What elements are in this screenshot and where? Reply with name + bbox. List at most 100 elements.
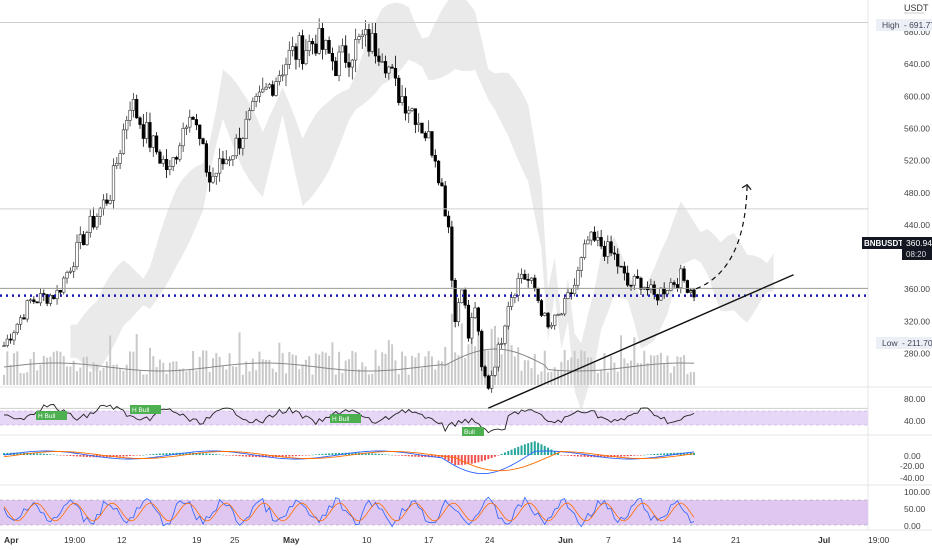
- candle-down: [32, 299, 36, 303]
- ascending-trendline[interactable]: [488, 274, 794, 409]
- candle-down: [466, 304, 471, 339]
- macd-hist-bar: [251, 455, 254, 457]
- candle-down: [430, 131, 434, 156]
- time-axis[interactable]: Apr 19:00 12 19 25 May 10 17 24 Jun 7 14 21 Jul 19:00: [4, 535, 890, 545]
- candle-up: [573, 284, 577, 294]
- macd-hist-bar: [560, 455, 563, 456]
- volume-bar: [251, 358, 254, 385]
- candle-down: [141, 124, 145, 139]
- macd-hist-bar: [265, 455, 268, 458]
- candle-down: [310, 41, 315, 45]
- candle-down: [592, 231, 597, 241]
- volume-bar: [454, 352, 457, 385]
- macd-hist-bar: [304, 455, 307, 456]
- volume-bar: [646, 363, 649, 385]
- macd-hist-bar: [172, 452, 175, 455]
- candle-up: [108, 200, 112, 204]
- candle-up: [317, 28, 321, 54]
- macd-hist-bar: [205, 453, 208, 455]
- macd-hist-bar: [79, 455, 82, 457]
- macd-hist-bar: [29, 452, 32, 455]
- volume-bar: [298, 369, 301, 385]
- macd-hist-bar: [391, 454, 394, 456]
- projection-arrow[interactable]: [687, 184, 748, 293]
- volume-bar: [321, 351, 324, 385]
- macd-hist-bar: [16, 452, 19, 455]
- macd-hist-bar: [158, 453, 161, 455]
- price-axis[interactable]: 680.00 640.00 600.00 560.00 520.00 480.00 440.…: [904, 27, 930, 359]
- volume-bar: [311, 374, 314, 385]
- last-price-badge: [902, 237, 932, 249]
- price-tick: 520.00: [904, 156, 930, 166]
- candle-up: [15, 323, 19, 334]
- macd-hist-bar: [646, 454, 649, 456]
- candle-up: [589, 231, 593, 241]
- volume-bar: [139, 370, 142, 385]
- candle-up: [665, 290, 670, 295]
- macd-hist-bar: [168, 453, 171, 455]
- volume-bar: [314, 353, 317, 385]
- candle-down: [423, 132, 427, 139]
- volume-bar: [447, 364, 450, 385]
- volume-bar: [493, 325, 496, 385]
- volume-bar: [328, 355, 331, 385]
- price-tick: 680.00: [904, 27, 930, 37]
- macd-hist-bar: [659, 453, 662, 455]
- macd-hist-bar: [284, 455, 287, 457]
- volume-bar: [42, 355, 45, 385]
- volume-bar: [122, 370, 125, 385]
- candle-down: [682, 268, 686, 281]
- volume-bar: [590, 357, 593, 385]
- candle-down: [536, 288, 540, 301]
- candle-up: [55, 289, 59, 300]
- volume-bar: [284, 373, 287, 385]
- macd-hist-bar: [414, 455, 417, 457]
- volume-bar: [500, 354, 503, 385]
- volume-bar: [3, 374, 5, 385]
- volume-bar: [348, 359, 351, 385]
- macd-hist-bar: [586, 455, 589, 458]
- volume-ma-line: [3, 348, 695, 372]
- candle-down: [453, 279, 457, 322]
- macd-hist-bar: [278, 455, 281, 458]
- volume-bar: [404, 356, 407, 385]
- volume-bar: [437, 360, 440, 385]
- candle-down: [237, 137, 242, 149]
- volume-bar: [630, 360, 633, 385]
- candle-down: [9, 338, 13, 341]
- volume-bar: [56, 350, 59, 385]
- volume-bar: [99, 370, 102, 385]
- candle-down: [82, 234, 86, 246]
- candle-down: [164, 159, 169, 171]
- candle-down: [367, 29, 371, 52]
- candle-down: [685, 280, 690, 293]
- macd-fast-line: [3, 450, 695, 475]
- macd-hist-bar: [477, 455, 480, 463]
- candle-down: [476, 307, 481, 332]
- volume-bar: [636, 362, 639, 385]
- macd-hist-bar: [212, 453, 215, 455]
- macd-hist-bar: [235, 455, 238, 456]
- macd-hist-bar: [268, 455, 271, 458]
- volume-bar: [221, 366, 224, 385]
- volume-bar: [411, 355, 414, 385]
- macd-hist-bar: [6, 452, 9, 455]
- volume-bar: [129, 351, 132, 385]
- candle-up: [659, 287, 663, 301]
- volume-bar: [427, 351, 430, 385]
- macd-hist-bar: [75, 455, 78, 457]
- macd-hist-bar: [218, 454, 221, 455]
- macd-hist-bar: [470, 455, 473, 464]
- candle-down: [45, 294, 49, 304]
- macd-hist-bar: [182, 452, 185, 455]
- macd-hist-bar: [683, 452, 686, 455]
- candle-down: [483, 366, 487, 377]
- cloud-area: [70, 0, 774, 412]
- rsi-label: H Bull: [38, 413, 56, 420]
- macd-hist-bar: [653, 454, 656, 455]
- candle-up: [427, 131, 431, 139]
- volume-bar: [510, 345, 513, 385]
- volume-bar: [172, 361, 175, 385]
- candle-up: [410, 108, 414, 111]
- macd-hist-bar: [148, 454, 151, 455]
